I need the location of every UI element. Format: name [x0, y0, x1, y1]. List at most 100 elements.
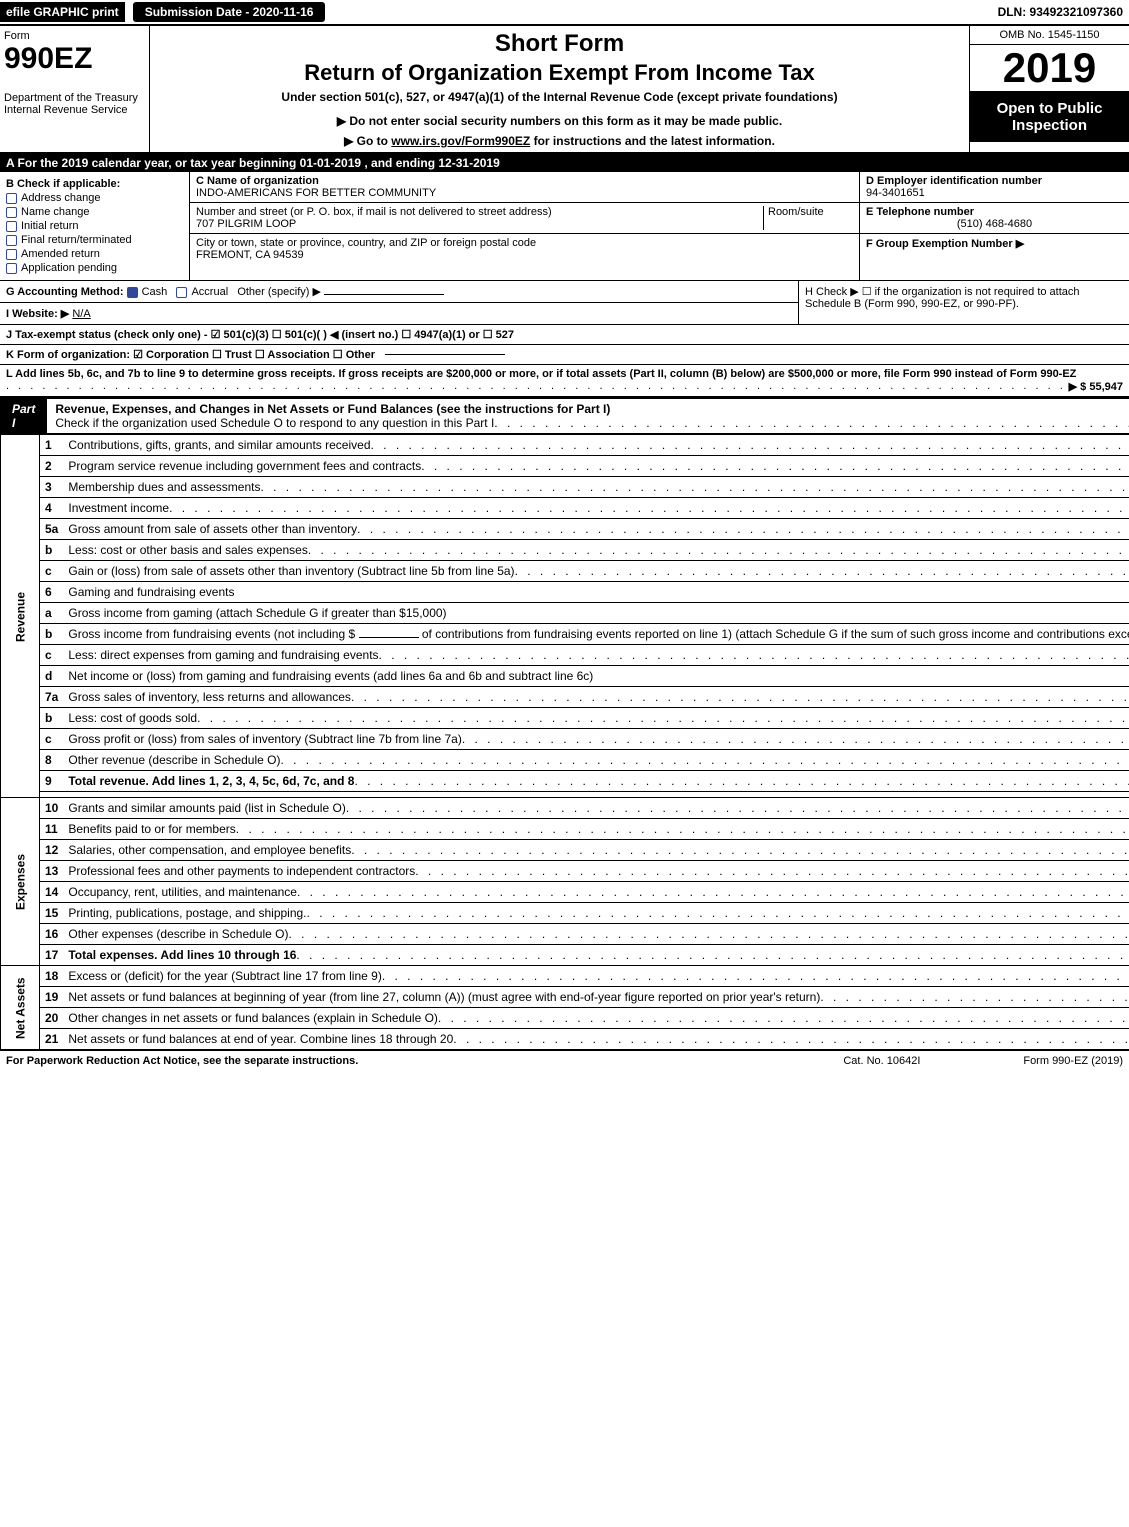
h-line: H Check ▶ ☐ if the organization is not r…	[799, 281, 1129, 314]
r3-n: 3	[40, 477, 64, 498]
dots-icon	[351, 843, 1129, 857]
c-name: INDO-AMERICANS FOR BETTER COMMUNITY	[196, 187, 853, 199]
i-line: I Website: ▶ N/A	[0, 302, 798, 324]
dln: DLN: 93492321097360	[998, 5, 1129, 19]
checkbox-icon[interactable]	[176, 287, 187, 298]
dots-icon	[515, 564, 1129, 578]
dots-icon	[6, 380, 1069, 393]
j-line: J Tax-exempt status (check only one) - ☑…	[0, 325, 1129, 345]
checkbox-icon[interactable]	[6, 207, 17, 218]
row-10: Expenses 10 Grants and similar amounts p…	[1, 798, 1129, 819]
row-5c: c Gain or (loss) from sale of assets oth…	[1, 561, 1129, 582]
checkbox-icon[interactable]	[127, 287, 138, 298]
checkbox-icon[interactable]	[6, 193, 17, 204]
d-value: 94-3401651	[866, 187, 1123, 199]
tax-year: 2019	[970, 45, 1129, 92]
b-initial-return-label: Initial return	[21, 220, 78, 232]
goto-line: ▶ Go to www.irs.gov/Form990EZ for instru…	[158, 134, 961, 148]
row-6d: d Net income or (loss) from gaming and f…	[1, 666, 1129, 687]
r5b-d: Less: cost or other basis and sales expe…	[68, 543, 307, 557]
dots-icon	[415, 864, 1129, 878]
under-section: Under section 501(c), 527, or 4947(a)(1)…	[158, 90, 961, 104]
part1-subtitle: Check if the organization used Schedule …	[55, 416, 494, 430]
dots-icon	[453, 1032, 1129, 1046]
row-6: 6 Gaming and fundraising events	[1, 582, 1129, 603]
r6c-n: c	[40, 645, 64, 666]
r1-d: Contributions, gifts, grants, and simila…	[68, 438, 370, 452]
row-13: 13 Professional fees and other payments …	[1, 861, 1129, 882]
gh-row: G Accounting Method: Cash Accrual Other …	[0, 281, 1129, 325]
b-application-pending-label: Application pending	[21, 262, 117, 274]
r13-d: Professional fees and other payments to …	[68, 864, 415, 878]
i-label: I Website: ▶	[6, 308, 69, 320]
section-b: B Check if applicable: Address change Na…	[0, 172, 190, 280]
dots-icon	[236, 822, 1129, 836]
r9-n: 9	[40, 771, 64, 792]
b-final-return-label: Final return/terminated	[21, 234, 132, 246]
row-17: 17 Total expenses. Add lines 10 through …	[1, 945, 1129, 966]
dots-icon	[297, 885, 1129, 899]
row-7c: c Gross profit or (loss) from sales of i…	[1, 729, 1129, 750]
r14-d: Occupancy, rent, utilities, and maintena…	[68, 885, 297, 899]
r19-n: 19	[40, 987, 64, 1008]
g-line: G Accounting Method: Cash Accrual Other …	[0, 281, 798, 302]
r5a-n: 5a	[40, 519, 64, 540]
r6d-n: d	[40, 666, 64, 687]
r11-d: Benefits paid to or for members	[68, 822, 235, 836]
dots-icon	[494, 416, 1129, 430]
r20-n: 20	[40, 1008, 64, 1029]
section-def: D Employer identification number 94-3401…	[859, 172, 1129, 280]
g-other: Other (specify) ▶	[237, 286, 321, 298]
r12-n: 12	[40, 840, 64, 861]
r17-d: Total expenses. Add lines 10 through 16	[68, 948, 296, 962]
dots-icon	[169, 501, 1129, 515]
form-number: 990EZ	[4, 44, 145, 74]
l-amount: ▶ $ 55,947	[1069, 380, 1123, 393]
r5c-d: Gain or (loss) from sale of assets other…	[68, 564, 514, 578]
c-city-row: City or town, state or province, country…	[190, 234, 859, 264]
row-7b: b Less: cost of goods sold 7b 0	[1, 708, 1129, 729]
k-blank	[385, 354, 505, 355]
row-7a: 7a Gross sales of inventory, less return…	[1, 687, 1129, 708]
page-footer: For Paperwork Reduction Act Notice, see …	[0, 1050, 1129, 1071]
dots-icon	[371, 438, 1129, 452]
c-city: FREMONT, CA 94539	[196, 249, 853, 261]
r20-d: Other changes in net assets or fund bala…	[68, 1011, 438, 1025]
form-word: Form	[4, 30, 145, 42]
d-label: D Employer identification number	[866, 175, 1123, 187]
r6b-n: b	[40, 624, 64, 645]
r8-d: Other revenue (describe in Schedule O)	[68, 753, 280, 767]
b-amended-return: Amended return	[6, 248, 183, 260]
e-value: (510) 468-4680	[866, 218, 1123, 230]
checkbox-icon[interactable]	[6, 235, 17, 246]
b-title: B Check if applicable:	[6, 178, 183, 190]
f-row: F Group Exemption Number ▶	[860, 234, 1129, 253]
r7b-n: b	[40, 708, 64, 729]
r17-n: 17	[40, 945, 64, 966]
f-label: F Group Exemption Number ▶	[866, 238, 1024, 250]
r3-d: Membership dues and assessments	[68, 480, 260, 494]
r6a-n: a	[40, 603, 64, 624]
dots-icon	[351, 690, 1129, 704]
l-text: L Add lines 5b, 6c, and 7b to line 9 to …	[6, 368, 1076, 380]
j-text: J Tax-exempt status (check only one) - ☑…	[6, 328, 514, 341]
dots-icon	[379, 648, 1129, 662]
info-block: B Check if applicable: Address change Na…	[0, 172, 1129, 281]
footer-left: For Paperwork Reduction Act Notice, see …	[6, 1055, 843, 1067]
r14-n: 14	[40, 882, 64, 903]
e-label: E Telephone number	[866, 206, 1123, 218]
row-5a: 5a Gross amount from sale of assets othe…	[1, 519, 1129, 540]
b-application-pending: Application pending	[6, 262, 183, 274]
row-11: 11 Benefits paid to or for members 11	[1, 819, 1129, 840]
checkbox-icon[interactable]	[6, 249, 17, 260]
checkbox-icon[interactable]	[6, 263, 17, 274]
checkbox-icon[interactable]	[6, 221, 17, 232]
r4-n: 4	[40, 498, 64, 519]
dots-icon	[462, 732, 1129, 746]
goto-link[interactable]: www.irs.gov/Form990EZ	[391, 134, 530, 148]
b-name-change-label: Name change	[21, 206, 90, 218]
r18-d: Excess or (deficit) for the year (Subtra…	[68, 969, 381, 983]
row-21: 21 Net assets or fund balances at end of…	[1, 1029, 1129, 1050]
r7a-n: 7a	[40, 687, 64, 708]
b-amended-return-label: Amended return	[21, 248, 100, 260]
